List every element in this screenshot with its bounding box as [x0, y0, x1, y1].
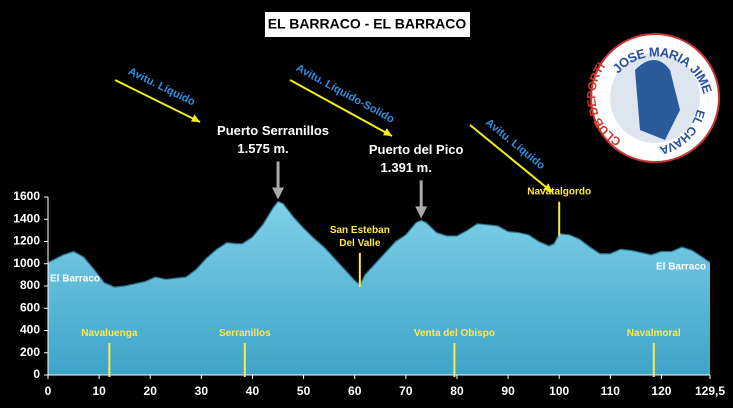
feed-arrow	[289, 79, 393, 137]
place-label-line: San Esteban	[330, 225, 390, 236]
x-tick-label: 40	[246, 384, 260, 398]
y-tick-label: 200	[20, 345, 40, 359]
x-tick-label: 110	[601, 384, 621, 398]
chart-title: EL BARRACO - EL BARRACO	[268, 16, 467, 32]
elevation-area	[48, 201, 710, 375]
place-label-line: Serranillos	[219, 328, 271, 339]
y-tick-label: 800	[20, 278, 40, 292]
x-tick-label: 100	[549, 384, 569, 398]
x-tick-label: 80	[450, 384, 464, 398]
place-label: El Barraco	[50, 273, 100, 284]
y-tick-label: 400	[20, 323, 40, 337]
place-label-line: Del Valle	[339, 238, 381, 249]
place-label-line: El Barraco	[656, 261, 706, 272]
y-tick-label: 1200	[13, 234, 40, 248]
y-tick-label: 0	[33, 367, 40, 381]
title-box	[265, 12, 470, 37]
x-tick-label: 60	[348, 384, 362, 398]
feed-arrow	[469, 124, 553, 193]
x-tick-label: 90	[501, 384, 515, 398]
place-label: Venta del Obispo	[414, 328, 495, 339]
place-label-line: Navalmoral	[627, 328, 681, 339]
x-tick-label: 70	[399, 384, 413, 398]
place-label: Serranillos	[219, 328, 271, 339]
place-label-line: Venta del Obispo	[414, 328, 495, 339]
x-tick-label: 129,5	[695, 384, 725, 398]
place-label: El Barraco	[656, 261, 706, 272]
feed-arrowhead	[382, 128, 392, 136]
x-tick-label: 0	[45, 384, 52, 398]
x-tick-label: 10	[92, 384, 106, 398]
pass-name: Puerto del Pico	[369, 142, 464, 157]
feed-label: Avitu. Líquido-Solido	[294, 62, 397, 126]
y-tick-label: 1600	[13, 189, 40, 203]
place-label: Navalmoral	[627, 328, 681, 339]
pass-height: 1.391 m.	[381, 160, 432, 175]
y-tick-label: 1000	[13, 256, 40, 270]
x-tick-label: 120	[651, 384, 671, 398]
x-tick-label: 50	[297, 384, 311, 398]
pass-name: Puerto Serranillos	[217, 123, 329, 138]
pass-arrowhead	[415, 206, 428, 219]
pass-arrowhead	[272, 187, 285, 200]
x-tick-label: 20	[144, 384, 158, 398]
feed-arrowhead	[543, 183, 552, 192]
place-label: Navaluenga	[81, 328, 138, 339]
place-label-line: El Barraco	[50, 273, 100, 284]
x-tick-label: 30	[195, 384, 209, 398]
place-label-line: Navaluenga	[81, 328, 138, 339]
feed-arrowhead	[190, 114, 200, 122]
place-label: San Esteban Del Valle	[330, 225, 390, 249]
place-label: Navatalgordo	[527, 186, 591, 197]
place-label-line: Navatalgordo	[527, 186, 591, 197]
pass-height: 1.575 m.	[237, 141, 288, 156]
elevation-line	[47, 200, 711, 288]
y-tick-label: 600	[20, 300, 40, 314]
y-tick-label: 1400	[13, 211, 40, 225]
feed-arrow	[114, 79, 201, 123]
